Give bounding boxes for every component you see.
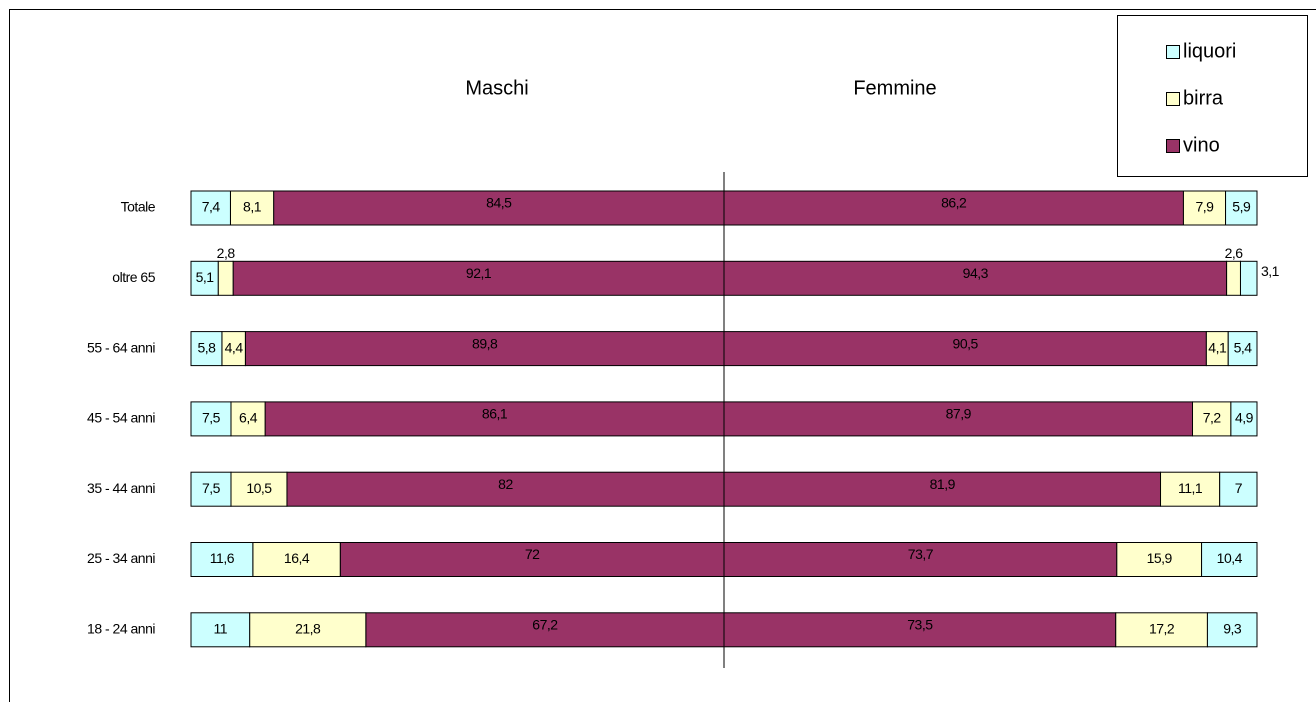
value-label: 2,6 (1225, 245, 1244, 261)
value-label: 7,9 (1196, 199, 1215, 215)
bar-segment (190, 190, 231, 226)
value-label: 3,1 (1261, 263, 1280, 279)
bar-segment (190, 401, 232, 437)
bar-segment (1116, 542, 1203, 577)
bar-segment (1225, 190, 1258, 226)
value-label: 2,8 (217, 245, 236, 261)
legend-swatch (1166, 45, 1180, 59)
bar-segment (723, 542, 1118, 577)
bar-segment (217, 260, 234, 296)
bar-segment (1206, 612, 1258, 648)
bar-segment (1239, 260, 1258, 296)
bar-segment (244, 331, 725, 367)
legend-swatch (1166, 139, 1180, 153)
bar-segment (286, 471, 725, 507)
category-label: 55 - 64 anni (87, 339, 155, 355)
legend-label: liquori (1183, 40, 1236, 62)
value-label: 73,5 (907, 617, 933, 633)
bar-segment (1226, 260, 1241, 296)
bar-segment (232, 260, 725, 296)
value-label: 4,9 (1235, 410, 1254, 426)
value-label: 87,9 (946, 406, 972, 422)
value-label: 84,5 (486, 195, 512, 211)
bar-segment (723, 401, 1194, 437)
value-label: 7 (1235, 480, 1243, 496)
value-label: 7,2 (1203, 410, 1222, 426)
value-label: 67,2 (532, 617, 558, 633)
value-label: 72 (525, 546, 540, 562)
value-label: 8,1 (243, 199, 262, 215)
bar-segment (1201, 542, 1258, 577)
value-label: 21,8 (295, 621, 321, 637)
bar-segment (1160, 471, 1221, 507)
value-label: 5,4 (1234, 339, 1253, 355)
value-label: 86,1 (482, 406, 508, 422)
legend-swatch (1166, 92, 1180, 106)
value-label: 81,9 (930, 476, 956, 492)
bar-segment (190, 542, 254, 577)
value-label: 90,5 (953, 335, 979, 351)
legend-box (1117, 15, 1308, 177)
value-label: 7,4 (202, 199, 221, 215)
value-label: 11,6 (210, 550, 235, 566)
bar-segment (190, 260, 219, 296)
legend-label: birra (1183, 87, 1224, 109)
bar-segment (723, 260, 1228, 296)
value-label: 11 (214, 621, 228, 637)
bar-segment (264, 401, 725, 437)
value-label: 5,8 (197, 339, 216, 355)
value-label: 5,1 (196, 269, 215, 285)
bar-segment (190, 612, 251, 648)
category-label: 18 - 24 anni (87, 621, 155, 637)
value-label: 11,1 (1178, 480, 1203, 496)
category-label: 35 - 44 anni (87, 480, 155, 496)
chart-frame (9, 9, 1316, 702)
value-label: 17,2 (1149, 621, 1175, 637)
value-label: 82 (498, 476, 513, 492)
value-label: 7,5 (202, 410, 221, 426)
bar-segment (230, 471, 288, 507)
value-label: 5,9 (1232, 199, 1251, 215)
value-label: 9,3 (1223, 621, 1242, 637)
panel-title: Femmine (853, 77, 936, 99)
value-label: 4,1 (1208, 339, 1227, 355)
legend-label: vino (1183, 134, 1220, 156)
bar-segment (1219, 471, 1258, 507)
bar-segment (230, 401, 266, 437)
bar-segment (1192, 401, 1232, 437)
value-label: 4,4 (225, 339, 244, 355)
value-label: 94,3 (963, 265, 989, 281)
bar-segment (1230, 401, 1258, 437)
bar-segment (190, 471, 232, 507)
bar-segment (190, 331, 223, 367)
value-label: 86,2 (941, 195, 967, 211)
value-label: 16,4 (284, 550, 310, 566)
panel-title: Maschi (465, 77, 528, 99)
bar-segment (723, 190, 1184, 226)
bar-segment (1115, 612, 1208, 648)
value-label: 6,4 (239, 410, 258, 426)
value-label: 92,1 (466, 265, 492, 281)
value-label: 10,4 (1217, 550, 1243, 566)
bar-segment (1182, 190, 1227, 226)
category-label: oltre 65 (112, 269, 155, 285)
bar-segment (249, 612, 367, 648)
value-label: 10,5 (246, 480, 272, 496)
category-label: 45 - 54 anni (87, 410, 155, 426)
value-label: 89,8 (472, 335, 498, 351)
bar-segment (252, 542, 341, 577)
value-label: 7,5 (202, 480, 221, 496)
category-label: 25 - 34 anni (87, 550, 155, 566)
value-label: 15,9 (1147, 550, 1173, 566)
bar-segment (1227, 331, 1258, 367)
bar-segment (723, 612, 1117, 648)
value-label: 73,7 (908, 546, 934, 562)
category-label: Totale (121, 199, 156, 215)
bar-segment (273, 190, 725, 226)
